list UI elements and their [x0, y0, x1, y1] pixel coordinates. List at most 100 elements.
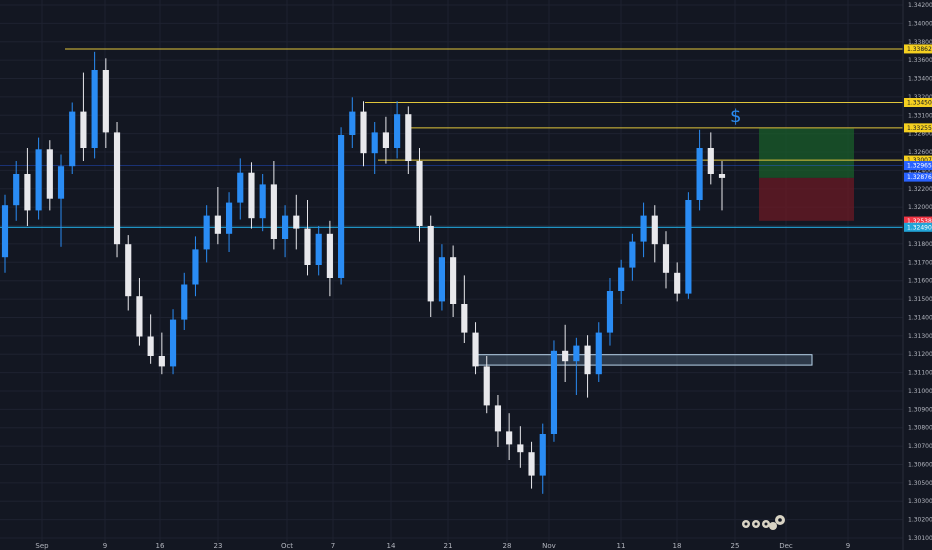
candle-body	[1, 205, 9, 258]
candle-body	[427, 226, 434, 302]
candle-body	[651, 215, 658, 245]
price-badge: 1.33007	[904, 155, 932, 165]
candle-body	[696, 148, 703, 200]
y-tick-label: 1.32800	[908, 131, 932, 138]
price-axis[interactable]: 1.34200 1.34000 1.33800 1.33600 1.33400 1.332…	[908, 2, 932, 542]
candle-body	[80, 111, 87, 148]
candle-body	[450, 257, 457, 304]
candle-body	[438, 257, 446, 302]
x-tick-label: 28	[503, 542, 512, 550]
price-badge-bg	[904, 123, 932, 133]
y-tick-label: 1.33800	[908, 39, 932, 46]
x-tick-label: Nov	[542, 542, 556, 550]
y-tick-label: 1.32200	[908, 186, 932, 193]
candle-body	[382, 132, 389, 148]
x-tick-label: 16	[156, 542, 165, 550]
x-tick-label: Sep	[35, 542, 49, 550]
y-tick-label: 1.31400	[908, 314, 932, 321]
price-badge-label: 1.32490	[907, 224, 932, 231]
candle-body	[562, 350, 569, 362]
candle-body	[416, 161, 423, 226]
candle-body	[461, 304, 468, 333]
x-tick-label: Dec	[779, 542, 793, 550]
candle-body	[293, 215, 300, 229]
price-badge: 1.32538	[904, 216, 932, 226]
candle-body	[125, 244, 132, 297]
candle-body	[528, 452, 535, 476]
price-badge-bg	[904, 216, 932, 226]
candle-body	[214, 215, 221, 234]
candle-body	[259, 184, 266, 219]
candle-body	[405, 114, 412, 161]
candle-body	[360, 111, 367, 154]
candle-body	[237, 172, 244, 203]
y-tick-label: 1.34200	[908, 2, 932, 9]
candle-body	[248, 172, 255, 219]
candle-body	[662, 244, 670, 273]
candle-body	[394, 114, 401, 148]
candle-body	[46, 149, 53, 199]
candle-body	[349, 111, 356, 135]
y-tick-label: 1.31300	[908, 333, 932, 340]
price-badge-label: 1.33862	[907, 46, 932, 53]
price-badge-label: 1.33007	[907, 157, 932, 164]
x-tick-label: 23	[214, 542, 223, 550]
x-tick-label: 25	[731, 542, 740, 550]
candle-body	[270, 184, 277, 239]
y-tick-label: 1.30200	[908, 517, 932, 524]
price-levels	[0, 48, 903, 228]
y-tick-label: 1.30600	[908, 461, 932, 468]
candle-body	[24, 174, 31, 211]
candle-body	[685, 200, 692, 294]
candle-body	[91, 70, 98, 148]
candle-body	[326, 233, 333, 278]
y-tick-label: 1.32600	[908, 149, 932, 156]
candle-body	[225, 202, 233, 234]
candle-body	[483, 366, 490, 406]
y-tick-label: 1.30300	[908, 498, 932, 505]
price-badge: 1.33255	[904, 123, 932, 133]
candle-body	[35, 149, 42, 211]
x-tick-label: Oct	[281, 542, 293, 550]
time-axis[interactable]: Sep 9 16 23 Oct 7 14 21 28 Nov 11 18 25 Dec 9	[35, 542, 850, 550]
y-tick-label: 1.30800	[908, 425, 932, 432]
candle-body	[57, 166, 65, 199]
price-badge-bg	[904, 222, 932, 232]
candle-body	[584, 345, 591, 375]
price-badge: 1.33450	[904, 98, 932, 107]
chart-zones	[477, 128, 854, 366]
support-zone	[477, 354, 813, 366]
price-badge-bg	[904, 155, 932, 165]
candle-body	[169, 319, 177, 367]
candle-body	[472, 332, 479, 367]
y-tick-label: 1.30100	[908, 535, 932, 542]
candle-body	[550, 350, 558, 434]
candle-body	[718, 174, 726, 178]
y-tick-label: 1.33100	[908, 112, 932, 119]
candle-body	[315, 233, 322, 265]
candle-body	[69, 111, 76, 167]
y-tick-label: 1.31200	[908, 351, 932, 358]
x-tick-label: 14	[387, 542, 396, 550]
drawing-tools-icon[interactable]	[742, 515, 785, 530]
price-badge: 1.32490	[904, 222, 932, 232]
candle-body	[629, 241, 636, 268]
price-badge-bg	[904, 44, 932, 54]
y-tick-label: 1.31800	[908, 241, 932, 248]
x-tick-label: 9	[846, 542, 850, 550]
y-tick-label: 1.32000	[908, 204, 932, 211]
y-tick-label: 1.34000	[908, 20, 932, 27]
price-badge: 1.33862	[904, 44, 932, 54]
y-tick-label: 1.32400	[908, 167, 932, 174]
y-tick-label: 1.31700	[908, 259, 932, 266]
price-badge-label: 1.32538	[907, 218, 932, 225]
price-badge-label: 1.33450	[907, 100, 932, 107]
candle-body	[147, 336, 154, 356]
candle-body	[158, 356, 165, 367]
candle-body	[494, 405, 502, 432]
candle-body	[13, 174, 20, 206]
chart-grid	[0, 0, 903, 542]
y-tick-label: 1.31500	[908, 296, 932, 303]
